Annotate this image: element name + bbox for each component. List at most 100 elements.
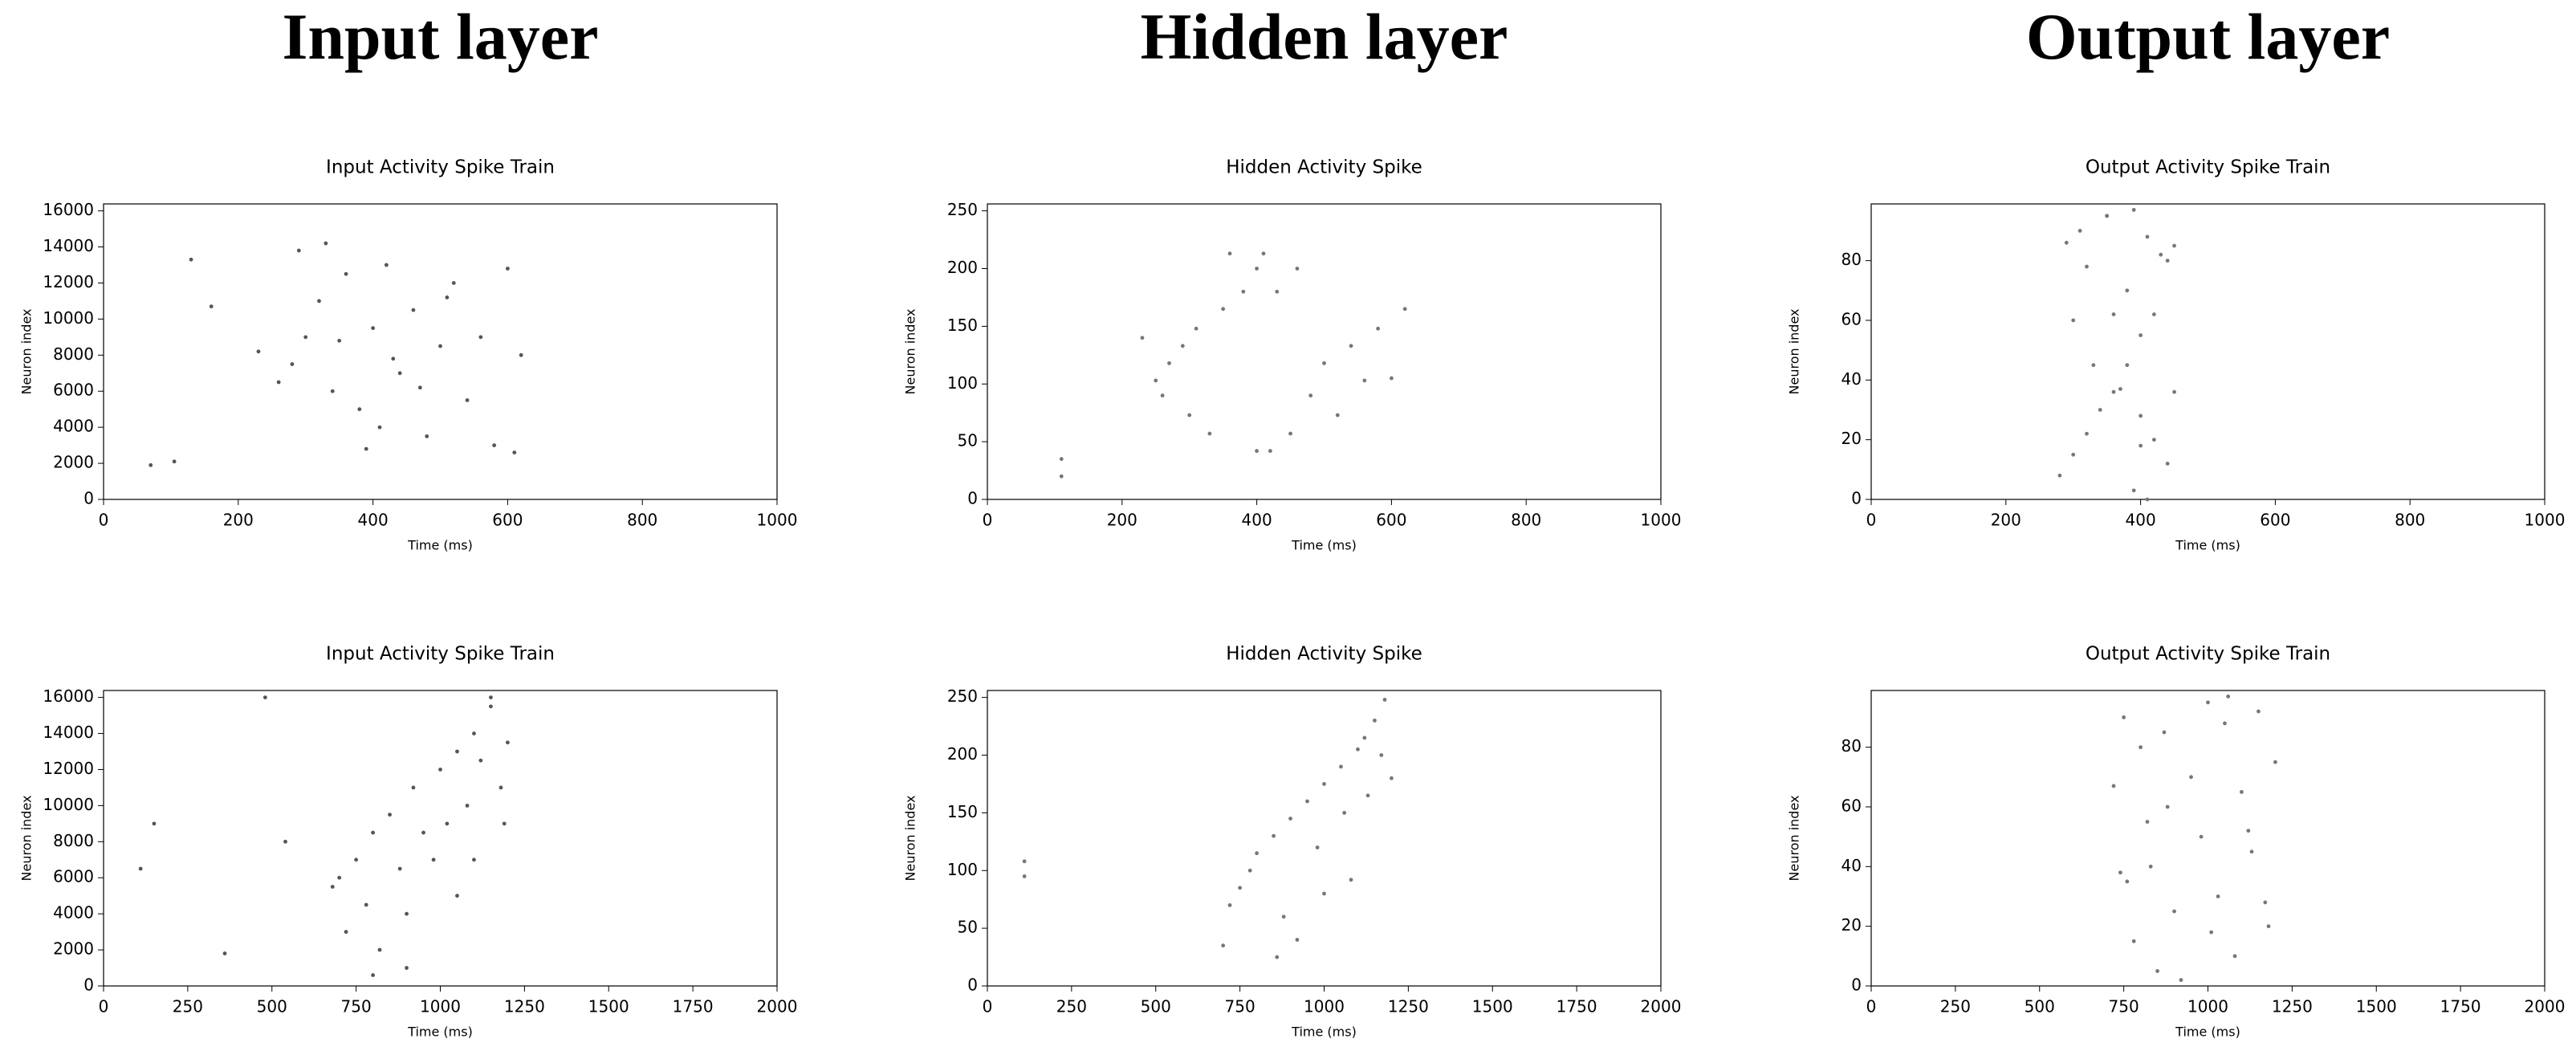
- y-tick-label: 60: [1841, 309, 1862, 328]
- column-header: Input layer: [282, 0, 598, 73]
- spike: [502, 821, 507, 826]
- chart-title: Hidden Activity Spike: [1226, 157, 1422, 178]
- spike: [1322, 782, 1326, 786]
- x-axis-label: Time (ms): [2175, 538, 2240, 553]
- spike: [2179, 978, 2183, 982]
- spike: [1275, 955, 1280, 959]
- spike: [2111, 312, 2116, 316]
- spike: [2165, 804, 2170, 809]
- spike: [2257, 709, 2261, 714]
- spike: [1288, 817, 1292, 821]
- spike: [371, 973, 375, 977]
- y-tick-label: 100: [947, 373, 978, 393]
- x-tick-label: 500: [2025, 997, 2055, 1016]
- x-tick-label: 1000: [2187, 997, 2228, 1016]
- spike: [2151, 312, 2156, 316]
- spike: [1194, 326, 1198, 331]
- spike: [1275, 289, 1280, 294]
- y-tick-label: 16000: [43, 200, 94, 219]
- spike: [2172, 909, 2176, 914]
- x-tick-label: 200: [1107, 511, 1137, 530]
- spike: [371, 326, 375, 331]
- spike: [2091, 363, 2096, 368]
- spike: [2246, 829, 2251, 833]
- spike: [512, 450, 517, 455]
- y-tick-label: 50: [958, 918, 978, 937]
- spike: [344, 271, 348, 276]
- spike: [1362, 735, 1367, 740]
- x-axis-label: Time (ms): [1291, 1024, 1357, 1040]
- x-tick-label: 800: [627, 511, 657, 530]
- spike: [2145, 820, 2150, 824]
- spike: [2209, 930, 2214, 935]
- y-tick-label: 12000: [43, 272, 94, 291]
- spike: [2125, 363, 2130, 368]
- spike: [1402, 307, 1407, 312]
- y-axis-label: Neuron index: [1787, 309, 1802, 395]
- x-tick-label: 750: [1225, 997, 1255, 1016]
- spike: [438, 768, 442, 772]
- spike: [2139, 333, 2143, 337]
- spike: [2249, 849, 2254, 854]
- spike: [2145, 234, 2150, 239]
- spike: [1241, 289, 1246, 294]
- y-tick-label: 0: [83, 976, 94, 995]
- spike: [1238, 886, 1243, 890]
- spike: [337, 875, 342, 880]
- spike: [2139, 443, 2143, 448]
- spike: [1261, 251, 1266, 256]
- spike: [1022, 874, 1027, 878]
- spike: [425, 434, 429, 438]
- chart-title: Output Activity Spike Train: [2086, 644, 2330, 665]
- spike: [354, 857, 359, 862]
- x-tick-label: 0: [1866, 511, 1877, 530]
- x-tick-label: 0: [99, 997, 109, 1016]
- chart-title: Output Activity Spike Train: [2086, 157, 2330, 178]
- x-tick-label: 1000: [420, 997, 461, 1016]
- spike: [451, 281, 456, 285]
- plot-frame: [1870, 690, 2545, 987]
- spike: [2098, 408, 2102, 412]
- spike: [138, 866, 143, 871]
- x-axis-label: Time (ms): [407, 1024, 473, 1040]
- chart-title: Input Activity Spike Train: [326, 644, 555, 665]
- plot-frame: [987, 203, 1662, 500]
- spike: [1187, 413, 1192, 418]
- x-tick-label: 1750: [2440, 997, 2481, 1016]
- spike: [1247, 868, 1252, 873]
- spike: [455, 749, 459, 754]
- spike: [1268, 449, 1272, 454]
- y-tick-label: 14000: [43, 723, 94, 742]
- spike: [2111, 784, 2116, 788]
- y-axis-label: Neuron index: [903, 796, 918, 882]
- spike: [2155, 969, 2159, 973]
- spike: [364, 902, 368, 907]
- spike: [209, 304, 214, 309]
- spike: [364, 446, 368, 451]
- spike: [2206, 700, 2210, 705]
- spike: [391, 356, 396, 361]
- spike: [2165, 259, 2170, 263]
- spike: [262, 695, 267, 700]
- spike: [1227, 251, 1232, 256]
- y-tick-label: 0: [1851, 976, 1862, 995]
- spike: [189, 257, 193, 262]
- x-tick-label: 250: [1940, 997, 1971, 1016]
- x-axis-label: Time (ms): [2175, 1024, 2240, 1040]
- spike: [2145, 497, 2150, 502]
- spike: [303, 335, 308, 340]
- spike: [172, 459, 177, 464]
- spike: [2057, 473, 2062, 478]
- spike: [2139, 413, 2143, 418]
- x-tick-label: 2000: [757, 997, 798, 1016]
- spike: [1382, 698, 1387, 702]
- spike: [2085, 264, 2089, 269]
- y-tick-label: 50: [958, 431, 978, 450]
- y-tick-label: 200: [947, 744, 978, 764]
- spike: [357, 407, 362, 412]
- spike: [1373, 718, 1377, 723]
- spike: [1140, 336, 1145, 340]
- x-tick-label: 1500: [588, 997, 629, 1016]
- y-tick-label: 10000: [43, 795, 94, 814]
- spike: [465, 803, 470, 808]
